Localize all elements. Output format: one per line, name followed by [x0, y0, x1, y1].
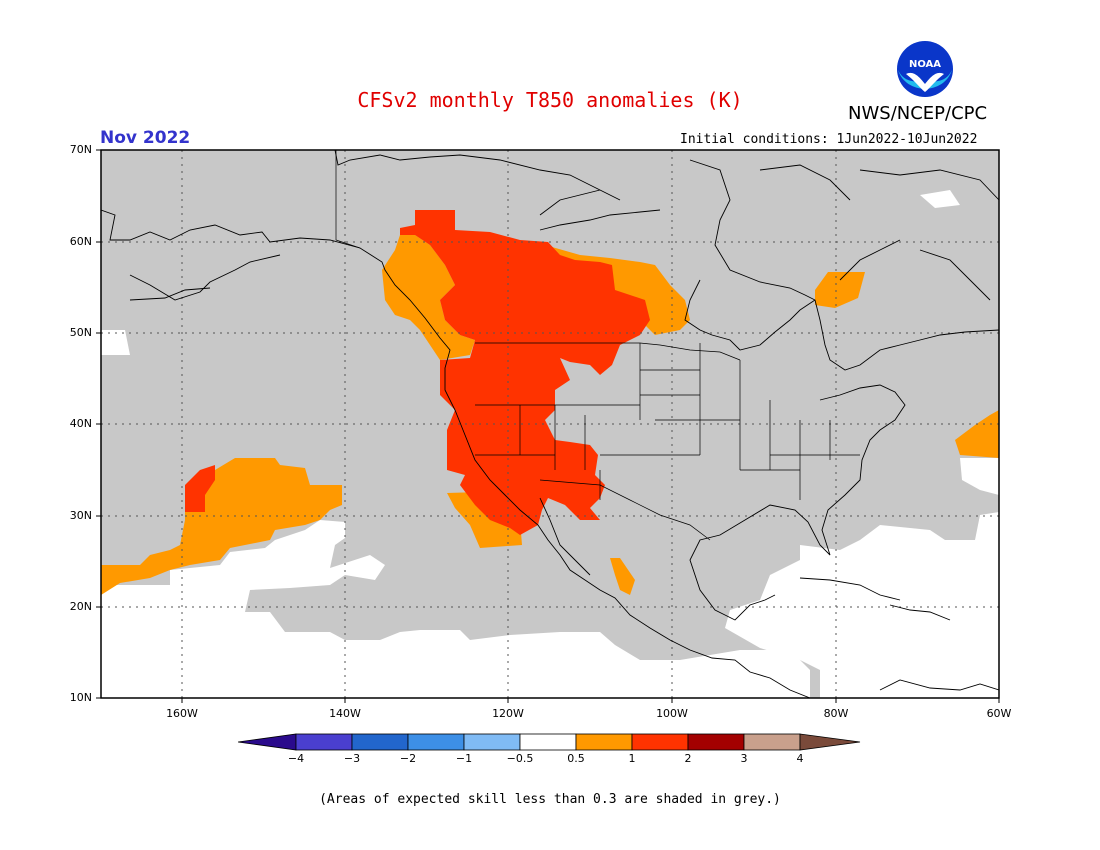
lat-label: 40N: [69, 417, 92, 430]
colorbar-label: 3: [740, 752, 748, 765]
lon-label: 120W: [492, 707, 524, 720]
colorbar-label: −0.5: [506, 752, 534, 765]
colorbar-segment: [238, 733, 297, 751]
lon-label: 160W: [166, 707, 198, 720]
forecast-month: Nov 2022: [100, 128, 191, 148]
lat-label: 60N: [69, 235, 92, 248]
colorbar-label: −1: [455, 752, 473, 765]
colorbar-segment: [743, 733, 801, 751]
colorbar-label: 4: [796, 752, 804, 765]
lat-label: 50N: [69, 326, 92, 339]
skill-footnote: (Areas of expected skill less than 0.3 a…: [319, 792, 781, 807]
lon-label: 100W: [656, 707, 688, 720]
colorbar-segment: [519, 733, 577, 751]
colorbar-segment: [631, 733, 689, 751]
colorbar-segment: [295, 733, 353, 751]
lon-label: 60W: [986, 707, 1012, 720]
axis-ticks: [96, 149, 1000, 703]
coastlines: [101, 150, 999, 698]
organization-label: NWS/NCEP/CPC: [848, 103, 988, 124]
colorbar-label: 1: [628, 752, 636, 765]
lat-label: 70N: [69, 143, 92, 156]
lat-label: 10N: [69, 691, 92, 704]
lat-label: 30N: [69, 509, 92, 522]
colorbar: [238, 733, 861, 751]
colorbar-label: 0.5: [567, 752, 585, 765]
lon-label: 140W: [329, 707, 361, 720]
colorbar-segment: [463, 733, 521, 751]
svg-text:NOAA: NOAA: [909, 59, 941, 70]
colorbar-label: −3: [343, 752, 361, 765]
colorbar-segment: [799, 733, 861, 751]
graticule: [101, 150, 999, 698]
lat-label: 20N: [69, 600, 92, 613]
colorbar-label: −4: [287, 752, 305, 765]
colorbar-label: 2: [684, 752, 692, 765]
colorbar-segment: [407, 733, 465, 751]
lon-label: 80W: [823, 707, 849, 720]
neutral-region: [101, 190, 999, 698]
colorbar-segment: [687, 733, 745, 751]
colorbar-label: −2: [399, 752, 417, 765]
initial-conditions: Initial conditions: 1Jun2022-10Jun2022: [680, 132, 978, 147]
noaa-logo-icon: NOAA: [897, 41, 953, 97]
chart-title: CFSv2 monthly T850 anomalies (K): [357, 88, 743, 112]
colorbar-segment: [575, 733, 633, 751]
political-borders: [335, 150, 860, 541]
anomaly-1-to-2-region: [185, 210, 650, 535]
colorbar-segment: [351, 733, 409, 751]
